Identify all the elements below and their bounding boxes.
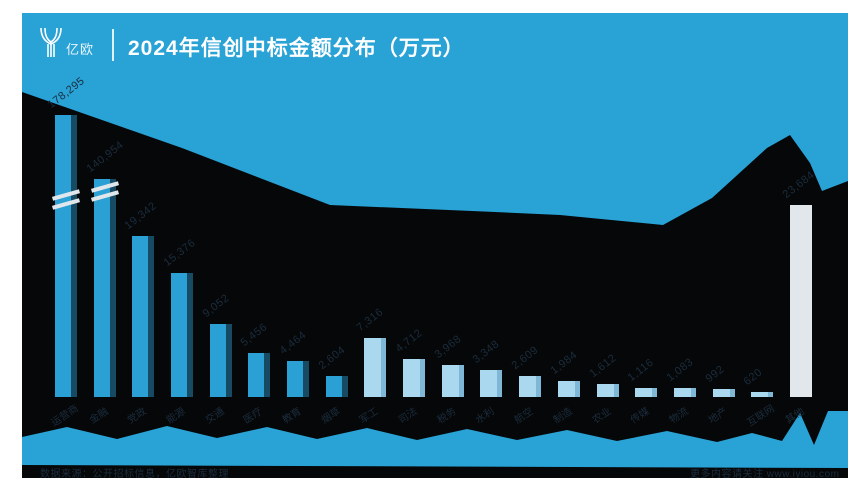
value-label: 4,712 (393, 327, 425, 355)
value-label: 3,348 (471, 338, 503, 366)
chart-card: 亿欧 2024年信创中标金额分布（万元） 178,295 运营商 140,954 金融… (22, 13, 848, 478)
category-label: 物流 (667, 406, 691, 427)
category-label: 其他 (783, 406, 807, 427)
category-label: 水利 (474, 406, 497, 427)
category-label: 金融 (87, 406, 111, 427)
bar-物流 (673, 388, 696, 397)
category-label: 军工 (358, 406, 381, 427)
bar-金融 (90, 179, 119, 397)
equalocean-logo-icon (40, 27, 62, 57)
bar-地产 (712, 389, 735, 397)
bar-医疗 (248, 353, 271, 397)
category-label: 税务 (435, 406, 459, 427)
value-label: 23,684 (780, 168, 817, 201)
bar-交通 (209, 324, 232, 397)
value-label: 992 (703, 363, 727, 385)
chart-header: 亿欧 2024年信创中标金额分布（万元） (22, 13, 848, 73)
category-label: 互联网 (745, 403, 777, 429)
category-label: 烟草 (319, 406, 343, 427)
bar-水利 (480, 370, 503, 397)
bar-教育 (287, 361, 310, 397)
header-divider (112, 29, 114, 61)
value-label: 1,984 (548, 349, 580, 377)
category-label: 司法 (396, 406, 420, 427)
value-label: 140,954 (84, 138, 126, 175)
value-label: 3,968 (432, 333, 464, 361)
bar-司法 (403, 359, 426, 397)
bar-农业 (596, 384, 619, 397)
value-label: 19,342 (122, 199, 160, 232)
value-label: 2,609 (509, 344, 541, 372)
value-label: 15,376 (161, 236, 198, 269)
bar-其他 (789, 205, 812, 397)
category-label: 教育 (280, 406, 304, 427)
value-label: 4,464 (277, 329, 309, 357)
value-label: 1,612 (587, 352, 619, 380)
chart-title: 2024年信创中标金额分布（万元） (128, 37, 465, 60)
bar-党政 (132, 236, 155, 397)
category-label: 运营商 (49, 403, 81, 429)
category-label: 地产 (706, 406, 730, 427)
logo-text: 亿欧 (66, 42, 95, 57)
value-label: 178,295 (45, 74, 88, 111)
value-label: 2,604 (316, 344, 348, 372)
category-label: 医疗 (242, 406, 265, 427)
value-label: 5,456 (239, 321, 271, 349)
category-label: 航空 (512, 406, 536, 427)
bar-chart-plot-area: 178,295 运营商 140,954 金融 19,342 党政 15,376 能源 9,052… (22, 13, 848, 478)
bar-能源 (171, 273, 194, 397)
blue-backdrop-shape (22, 13, 848, 468)
category-label: 能源 (164, 406, 188, 427)
bar-税务 (441, 365, 464, 397)
category-label: 传媒 (628, 406, 652, 427)
category-label: 农业 (590, 406, 613, 427)
value-label: 620 (741, 366, 765, 388)
value-label: 1,083 (664, 356, 696, 384)
bar-传媒 (635, 388, 658, 397)
value-label: 9,052 (200, 292, 232, 320)
value-label: 7,316 (355, 306, 387, 334)
bar-制造 (557, 381, 580, 397)
category-label: 制造 (551, 406, 575, 427)
bar-烟草 (325, 376, 348, 397)
category-label: 交通 (203, 406, 227, 427)
bar-航空 (519, 376, 542, 397)
bar-军工 (364, 338, 387, 397)
axis-break-mark (51, 198, 81, 210)
value-label: 1,116 (625, 356, 657, 384)
footer-source-text: 数据来源：公开招标信息，亿欧智库整理 (40, 469, 229, 478)
bar-运营商 (51, 115, 81, 397)
footer-contact-text: 更多内容请关注 www.iyiou.com (690, 469, 840, 478)
category-label: 党政 (126, 406, 149, 427)
bar-互联网 (751, 392, 774, 397)
